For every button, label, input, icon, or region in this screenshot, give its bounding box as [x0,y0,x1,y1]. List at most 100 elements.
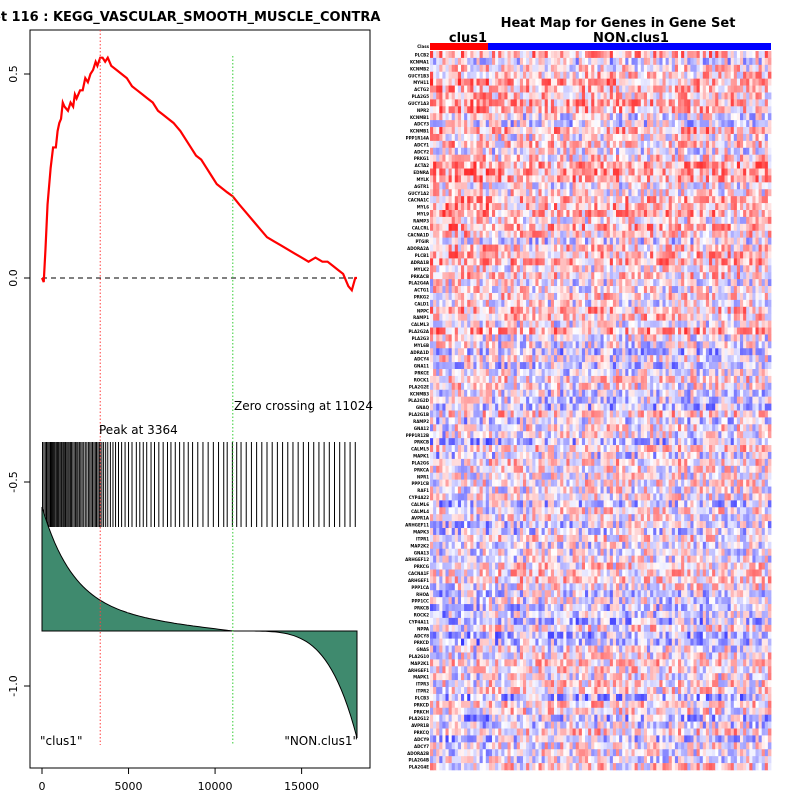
heatmap-cell [718,348,722,355]
heatmap-cell [725,251,729,258]
heatmap-cell [439,65,443,72]
heatmap-cell [712,189,716,196]
heatmap-cell [622,106,626,113]
heatmap-cell [601,238,605,245]
heatmap-cell [529,113,533,120]
heatmap-cell [591,196,595,203]
heatmap-cell [477,106,481,113]
heatmap-cell [480,65,484,72]
heatmap-cell [514,148,518,155]
heatmap-cell [718,169,722,176]
heatmap-cell [756,127,760,134]
heatmap-cell [709,99,713,106]
heatmap-cell [579,238,583,245]
heatmap-cell [678,286,682,293]
heatmap-cell [659,293,663,300]
heatmap-cell [613,72,617,79]
heatmap-cell [492,245,496,252]
heatmap-cell [557,307,561,314]
heatmap-cell [690,328,694,335]
heatmap-cell [666,141,670,148]
heatmap-cell [461,113,465,120]
heatmap-cell [458,238,462,245]
heatmap-cell [439,203,443,210]
heatmap-cell [703,120,707,127]
heatmap-cell [675,113,679,120]
heatmap-cell [616,258,620,265]
heatmap-cell [721,279,725,286]
heatmap-cell [464,251,468,258]
heatmap-cell [464,210,468,217]
heatmap-cell [768,196,772,203]
heatmap-cell [715,203,719,210]
heatmap-cell [560,307,564,314]
heatmap-cell [455,113,459,120]
heatmap-cell [566,265,570,272]
heatmap-cell [495,341,499,348]
heatmap-cell [591,300,595,307]
heatmap-cell [659,286,663,293]
heatmap-cell [436,175,440,182]
heatmap-cell [666,279,670,286]
heatmap-cell [570,341,574,348]
heatmap-cell [517,348,521,355]
heatmap-cell [694,65,698,72]
heatmap-cell [588,113,592,120]
heatmap-cell [622,155,626,162]
heatmap-cell [582,51,586,58]
heatmap-cell [526,148,530,155]
heatmap-cell [638,182,642,189]
heatmap-cell [700,307,704,314]
heatmap-cell [483,348,487,355]
heatmap-cell [542,162,546,169]
heatmap-cell [725,113,729,120]
heatmap-cell [551,86,555,93]
heatmap-cell [622,258,626,265]
heatmap-cell [560,258,564,265]
heatmap-cell [597,99,601,106]
heatmap-cell [740,210,744,217]
heatmap-cell [504,148,508,155]
heatmap-cell [734,203,738,210]
heatmap-cell [442,286,446,293]
heatmap-cell [759,58,763,65]
heatmap-cell [718,65,722,72]
heatmap-cell [554,217,558,224]
heatmap-cell [449,141,453,148]
heatmap-cell [647,175,651,182]
heatmap-cell [743,92,747,99]
heatmap-cell [737,189,741,196]
heatmap-cell [467,210,471,217]
heatmap-cell [455,182,459,189]
heatmap-cell [715,169,719,176]
heatmap-cell [622,196,626,203]
heatmap-cell [477,293,481,300]
heatmap-cell [514,251,518,258]
heatmap-cell [718,127,722,134]
heatmap-cell [582,65,586,72]
heatmap-cell [517,162,521,169]
heatmap-cell [539,162,543,169]
heatmap-cell [607,328,611,335]
heatmap-cell [697,258,701,265]
heatmap-cell [458,120,462,127]
heatmap-cell [520,58,524,65]
heatmap-cell [526,231,530,238]
heatmap-cell [737,314,741,321]
heatmap-cell [610,279,614,286]
heatmap-cell [576,86,580,93]
heatmap-cell [759,182,763,189]
heatmap-cell [638,217,642,224]
heatmap-cell [588,231,592,238]
heatmap-cell [458,155,462,162]
heatmap-cell [433,258,437,265]
heatmap-cell [492,169,496,176]
heatmap-cell [628,92,632,99]
heatmap-cell [467,321,471,328]
heatmap-cell [526,51,530,58]
heatmap-cell [455,155,459,162]
heatmap-cell [616,251,620,258]
heatmap-cell [666,251,670,258]
heatmap-cell [433,231,437,238]
heatmap-cell [709,279,713,286]
